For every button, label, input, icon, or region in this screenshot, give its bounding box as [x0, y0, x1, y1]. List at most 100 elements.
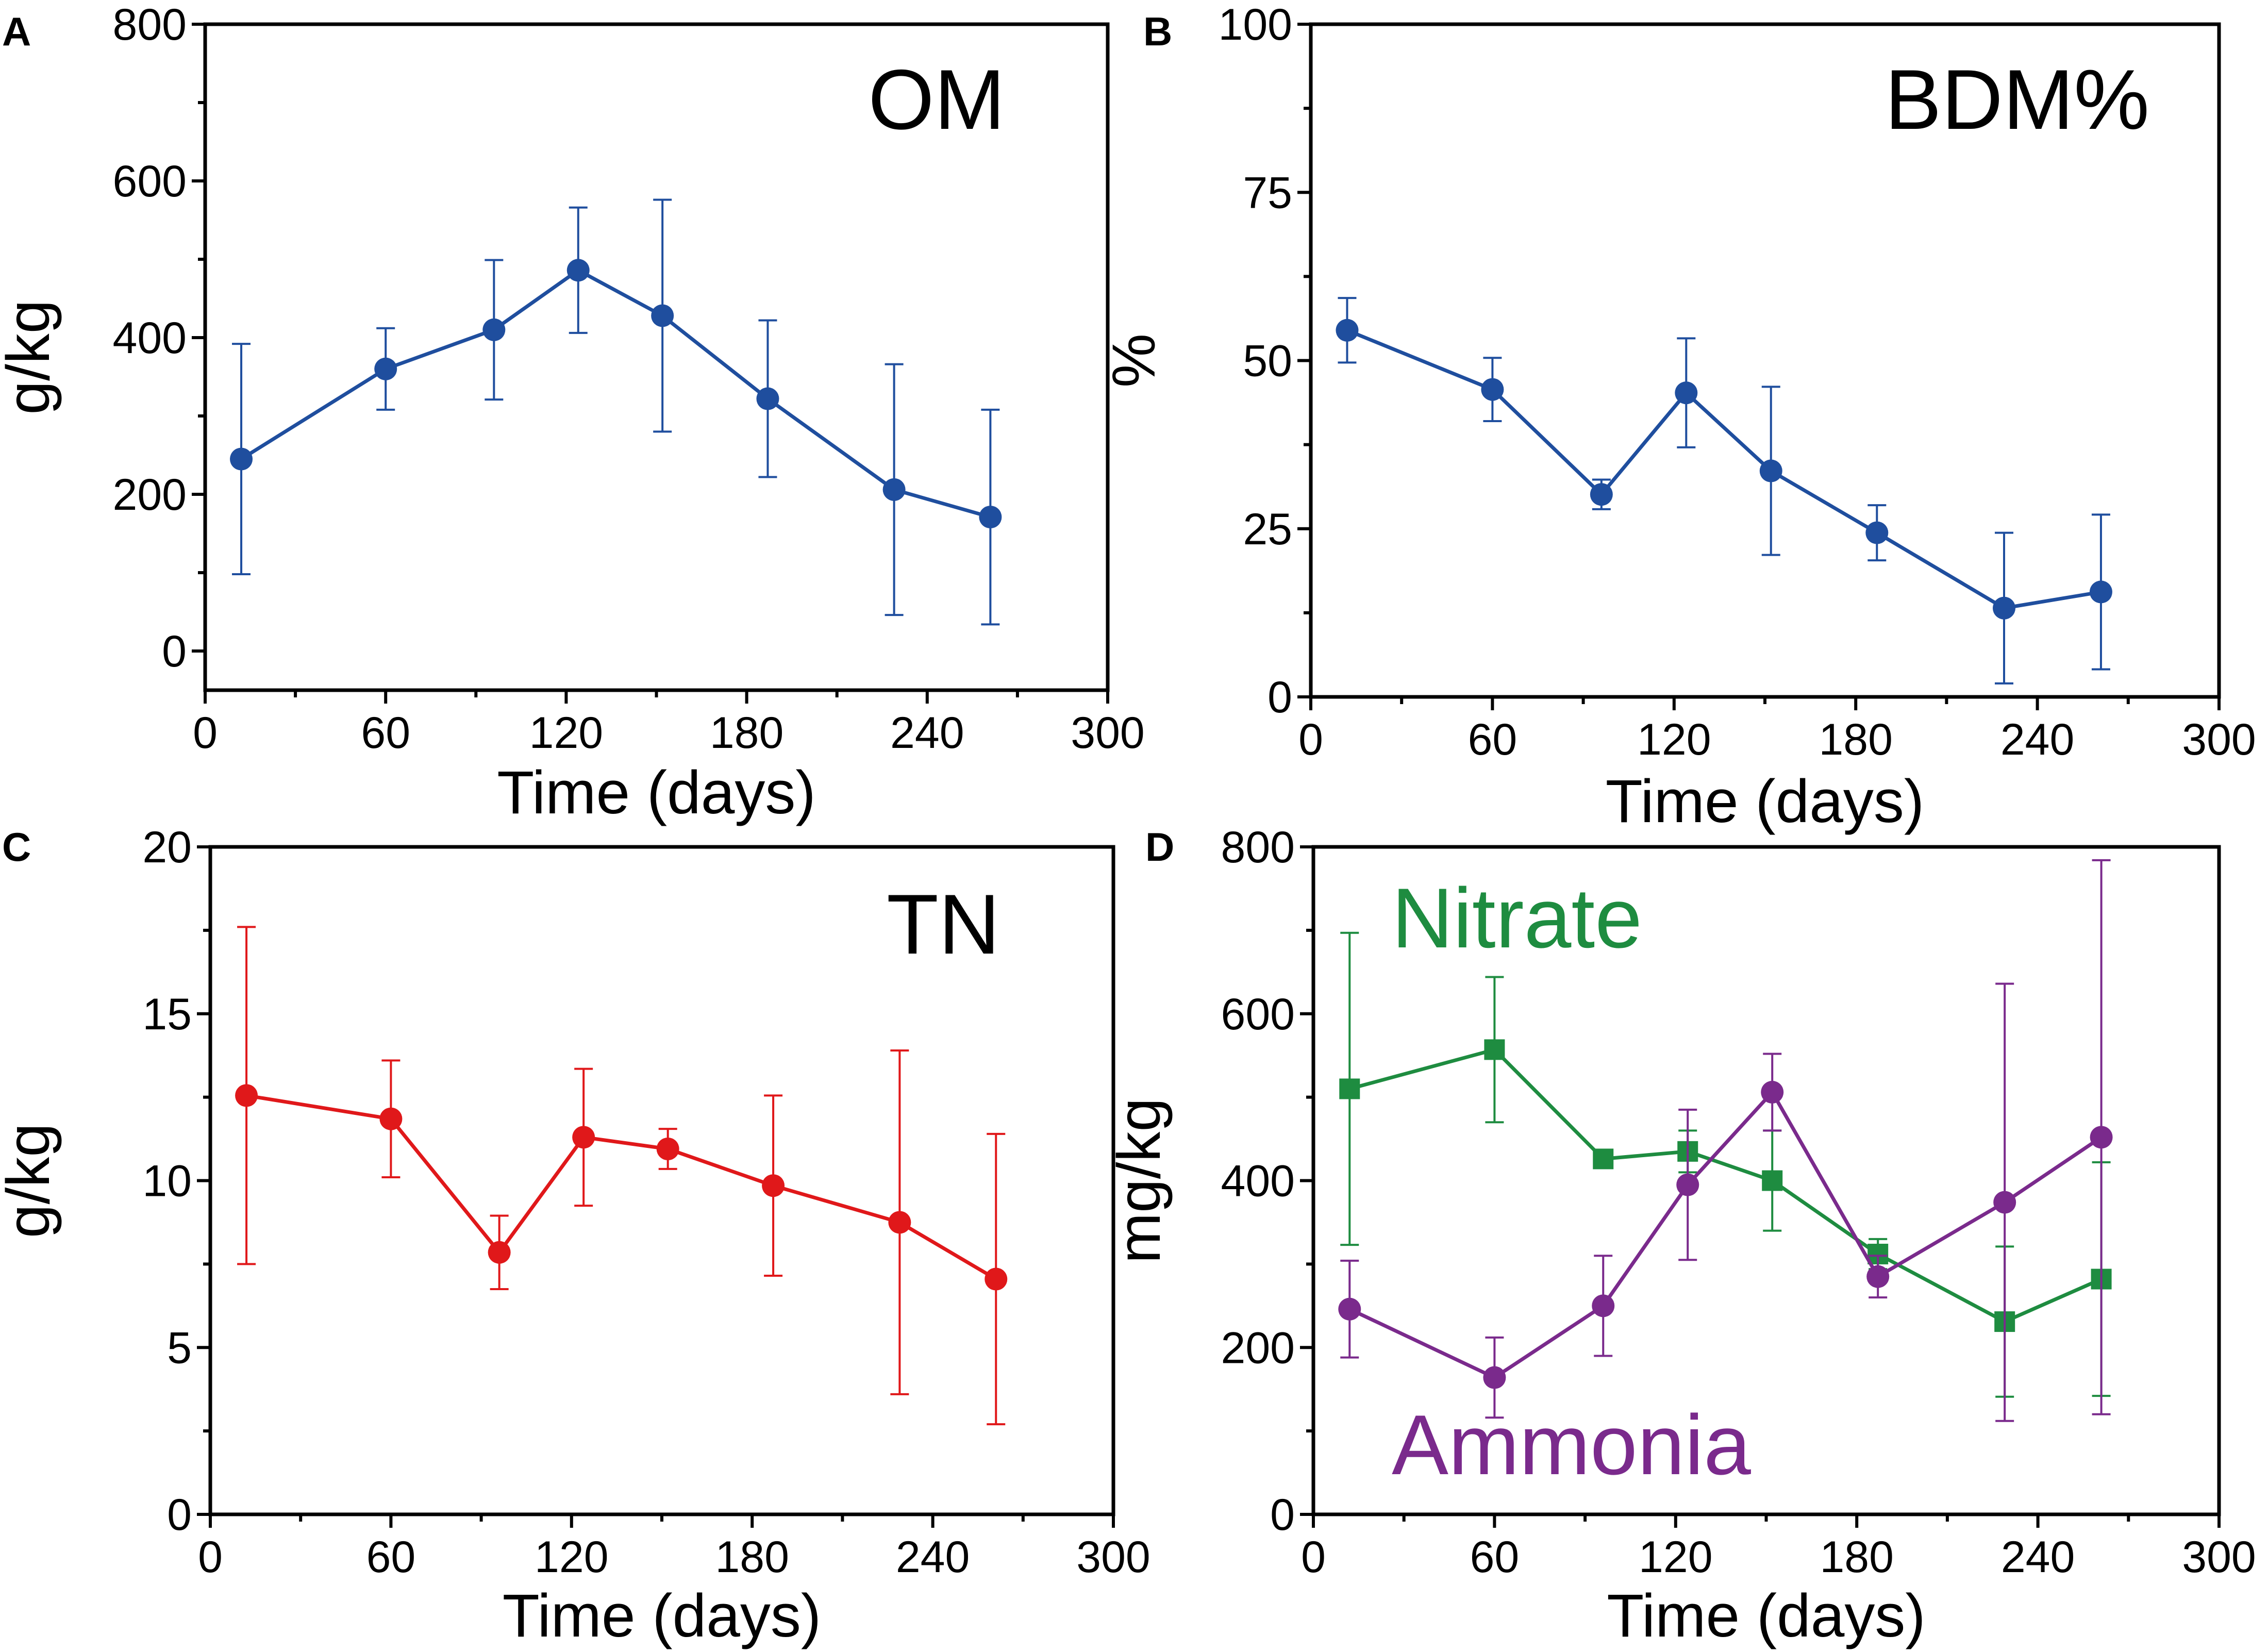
data-point [762, 1174, 785, 1197]
x-tick-label: 300 [2182, 1532, 2256, 1582]
y-tick-label: 800 [1221, 823, 1295, 872]
y-tick-label: 5 [167, 1323, 192, 1373]
y-tick-label: 200 [1221, 1323, 1295, 1373]
y-tick-label: 10 [142, 1157, 192, 1206]
y-tick-label: 400 [113, 313, 187, 363]
series-line [1346, 328, 2102, 610]
data-point [985, 1267, 1008, 1291]
data-point [566, 259, 590, 282]
x-axis-title: Time (days) [1607, 1582, 1925, 1650]
series-om [230, 198, 1002, 626]
y-tick-label: 0 [1268, 673, 1292, 722]
panel-b: B 0 60 120 180 240 300 0 25 50 75 100 Time (days)% BD… [1100, 0, 2256, 836]
x-tick-label: 60 [1468, 715, 1517, 764]
data-point [1759, 459, 1782, 482]
data-point [1481, 378, 1504, 401]
series-label-ammonia: Ammonia [1392, 1397, 1751, 1492]
y-tick-label: 20 [142, 823, 192, 872]
x-tick-label: 180 [1820, 1532, 1894, 1582]
x-tick-label: 0 [193, 708, 218, 758]
data-point [1675, 381, 1698, 405]
data-point [1592, 1294, 1615, 1317]
chart-title: BDM% [1885, 52, 2149, 147]
data-point [1484, 1039, 1505, 1060]
x-tick-label: 60 [366, 1532, 416, 1582]
y-tick-label: 400 [1221, 1157, 1295, 1206]
series-ammonia [1338, 859, 2113, 1422]
x-tick-label: 300 [2182, 715, 2256, 764]
data-point [1590, 483, 1613, 506]
data-point [235, 1084, 258, 1107]
y-tick-label: 0 [162, 627, 187, 676]
x-tick-label: 180 [715, 1532, 789, 1582]
data-point [1865, 521, 1889, 544]
x-tick-label: 0 [1298, 715, 1323, 764]
y-tick-label: 15 [142, 990, 192, 1039]
data-point [979, 506, 1002, 529]
panel-d: D 0 60 120 180 240 300 0 200 400 600 800 Time (days)… [1105, 823, 2256, 1650]
series-line [246, 1093, 997, 1281]
data-point [1676, 1173, 1699, 1196]
data-point [2089, 580, 2112, 604]
x-tick-label: 120 [535, 1532, 609, 1582]
chart-title: TN [887, 877, 1000, 972]
y-axis-title: mg/kg [1105, 1098, 1173, 1263]
series-line [240, 268, 991, 519]
panel-c: C 0 60 120 180 240 300 0 5 10 15 20 Time (days) g/kg T… [0, 823, 1150, 1650]
data-point [374, 357, 397, 380]
data-point [379, 1107, 403, 1130]
data-point [882, 478, 906, 501]
data-point [656, 1137, 679, 1160]
y-axis-title: g/kg [0, 1123, 62, 1238]
panel-letter: B [1143, 9, 1172, 54]
data-point [1866, 1265, 1890, 1288]
data-point [1593, 1148, 1614, 1170]
y-tick-label: 25 [1243, 505, 1292, 554]
data-point [488, 1241, 511, 1264]
data-point [651, 304, 674, 327]
y-tick-label: 600 [1221, 990, 1295, 1039]
y-tick-label: 800 [113, 0, 187, 49]
x-tick-label: 240 [2000, 715, 2075, 764]
y-tick-label: 600 [113, 157, 187, 206]
x-tick-label: 180 [710, 708, 784, 758]
x-axis-title: Time (days) [503, 1582, 821, 1650]
data-point [756, 387, 779, 410]
panel-letter: C [2, 824, 31, 870]
x-tick-label: 300 [1071, 708, 1145, 758]
x-tick-label: 180 [1819, 715, 1893, 764]
y-tick-label: 100 [1219, 0, 1293, 49]
x-tick-label: 60 [1470, 1532, 1520, 1582]
x-tick-label: 240 [2001, 1532, 2075, 1582]
x-tick-label: 120 [1637, 715, 1711, 764]
chart-title: OM [868, 52, 1005, 147]
data-point [482, 318, 506, 341]
x-tick-label: 240 [896, 1532, 970, 1582]
x-axis-title: Time (days) [497, 759, 815, 827]
y-axis-title: g/kg [0, 299, 62, 414]
data-point [1993, 1191, 2016, 1214]
x-tick-label: 120 [529, 708, 604, 758]
series-line [1349, 1047, 2103, 1324]
data-point [230, 447, 253, 471]
x-axis-title: Time (days) [1606, 767, 1924, 836]
series-label-nitrate: Nitrate [1392, 871, 1642, 965]
panel-a: A 0 60 120 180 240 300 0 200 400 600 800 Time (days)… [0, 0, 1145, 827]
panel-letter: A [2, 9, 31, 54]
data-point [1992, 596, 2015, 620]
series-nitrate [1339, 931, 2112, 1398]
x-tick-label: 0 [1301, 1532, 1326, 1582]
x-tick-label: 240 [890, 708, 964, 758]
data-point [1339, 1078, 1360, 1099]
data-point [2090, 1126, 2113, 1149]
x-tick-label: 0 [198, 1532, 223, 1582]
series-line [1348, 1090, 2103, 1380]
x-tick-label: 60 [361, 708, 410, 758]
y-tick-label: 75 [1243, 168, 1292, 218]
x-tick-label: 120 [1639, 1532, 1713, 1582]
y-axis-title: % [1100, 333, 1168, 388]
y-tick-label: 0 [1270, 1490, 1295, 1540]
panel-letter: D [1145, 824, 1174, 870]
data-point [1483, 1366, 1506, 1389]
